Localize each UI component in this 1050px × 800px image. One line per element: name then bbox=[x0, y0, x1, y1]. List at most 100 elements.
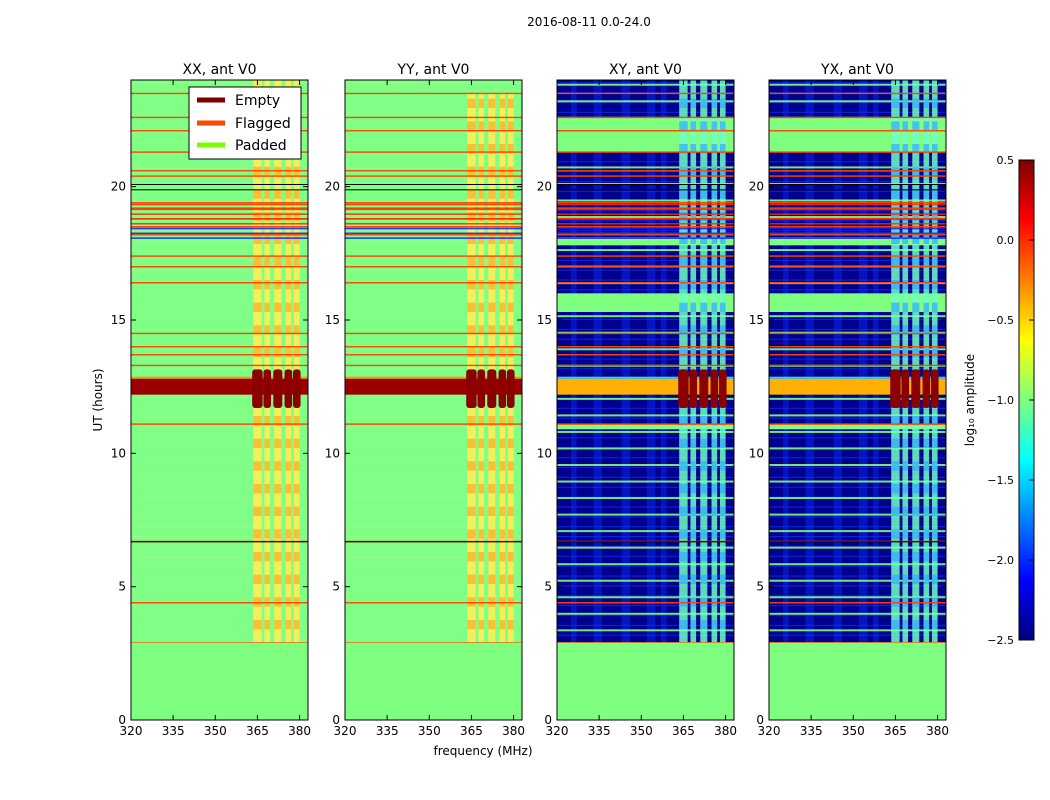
xx-rfi-cell bbox=[264, 234, 271, 244]
yy-rfi-cell bbox=[499, 416, 506, 426]
yx-x-tick-label: 335 bbox=[800, 724, 823, 738]
yx-rfi-cell bbox=[902, 98, 909, 108]
xx-rfi-cell bbox=[293, 529, 300, 539]
yy-rfi-cell bbox=[499, 212, 506, 222]
yx-rfi-cell bbox=[931, 348, 938, 358]
xx-texture-row bbox=[131, 427, 308, 429]
xy-texture-row bbox=[557, 545, 734, 548]
xx-rfi-cell bbox=[285, 506, 292, 516]
yy-dense-row bbox=[345, 232, 522, 235]
yy-rfi-cell bbox=[488, 98, 496, 108]
yx-rfi-cell bbox=[902, 257, 909, 267]
yx-flagged-row bbox=[769, 202, 946, 204]
xy-separator-row bbox=[557, 182, 734, 185]
yy-dense-row bbox=[345, 237, 522, 239]
yx-flagged-row bbox=[769, 346, 946, 348]
yy-panel-title: YY, ant V0 bbox=[397, 62, 470, 78]
yx-rfi-cell bbox=[912, 98, 920, 108]
xx-rfi-cell bbox=[274, 234, 282, 244]
xy-rfi-cell bbox=[690, 461, 697, 471]
figure-title: 2016-08-11 0.0-24.0 bbox=[527, 15, 651, 29]
xx-rfi-cell bbox=[253, 484, 262, 494]
yx-texture-row bbox=[769, 595, 946, 597]
xx-rfi-cell bbox=[253, 574, 262, 584]
xy-separator-row bbox=[557, 612, 734, 615]
colorbar-tick-label: −2.5 bbox=[987, 634, 1014, 647]
yy-rfi-cell bbox=[478, 144, 485, 154]
xx-rfi-cell bbox=[285, 529, 292, 539]
yy-rfi-cell bbox=[499, 121, 506, 131]
xy-rfi-cell bbox=[679, 189, 688, 199]
xy-rfi-cell bbox=[719, 234, 726, 244]
yy-y-tick-label: 15 bbox=[325, 313, 340, 327]
xx-empty-row bbox=[131, 541, 308, 543]
yx-faint-band bbox=[872, 80, 879, 643]
xy-rfi-cell bbox=[690, 325, 697, 335]
xx-rfi-cell bbox=[274, 325, 282, 335]
xy-texture-row bbox=[557, 111, 734, 113]
xy-texture-row bbox=[557, 279, 734, 281]
yy-strong-rfi-block bbox=[487, 369, 497, 408]
yx-x-tick-label: 320 bbox=[758, 724, 781, 738]
yx-texture-row bbox=[769, 526, 946, 528]
xy-rfi-cell bbox=[711, 348, 718, 358]
xy-flagged-row bbox=[557, 92, 734, 95]
yx-rfi-cell bbox=[902, 189, 909, 199]
x-axis-label: frequency (MHz) bbox=[433, 744, 532, 758]
xx-dense-row bbox=[131, 213, 308, 215]
xy-separator-row bbox=[557, 629, 734, 632]
yy-texture-row bbox=[345, 289, 522, 291]
xx-rfi-cell bbox=[253, 189, 262, 199]
yx-rfi-cell bbox=[891, 461, 900, 471]
yy-texture-row bbox=[345, 624, 522, 626]
xx-rfi-cell bbox=[293, 302, 300, 312]
yy-rfi-cell bbox=[467, 597, 476, 607]
yy-rfi-cell bbox=[499, 348, 506, 358]
xx-rfi-cell bbox=[274, 438, 282, 448]
colorbar-tick-label: −1.5 bbox=[987, 474, 1014, 487]
yy-texture-row bbox=[345, 358, 522, 360]
yx-rfi-cell bbox=[912, 325, 920, 335]
yx-rfi-cell bbox=[923, 302, 930, 312]
yy-rfi-cell bbox=[467, 506, 476, 516]
xy-faint-band bbox=[621, 80, 631, 643]
yy-rfi-cell bbox=[488, 234, 496, 244]
xy-separator-row bbox=[557, 513, 734, 516]
yx-separator-row bbox=[769, 530, 946, 533]
yy-rfi-cell bbox=[478, 620, 485, 630]
xx-rfi-cell bbox=[264, 484, 271, 494]
xy-separator-row bbox=[557, 596, 734, 599]
xx-rfi-cell bbox=[253, 597, 262, 607]
yy-x-tick-label: 320 bbox=[334, 724, 357, 738]
yx-rfi-cell bbox=[931, 98, 938, 108]
xx-dense-row bbox=[131, 203, 308, 206]
yy-rfi-cell bbox=[467, 144, 476, 154]
xy-separator-row bbox=[557, 397, 734, 400]
yy-flagged-row bbox=[345, 175, 522, 177]
xy-flagged-row bbox=[557, 602, 734, 604]
yx-rfi-cell bbox=[902, 574, 909, 584]
yx-rfi-cell bbox=[902, 438, 909, 448]
xy-flagged-row bbox=[557, 175, 734, 177]
yy-flagged-row bbox=[345, 92, 522, 95]
yx-texture-row bbox=[769, 417, 946, 419]
xy-texture-row bbox=[557, 614, 734, 617]
yx-rfi-cell bbox=[891, 189, 900, 199]
xy-texture-row bbox=[557, 565, 734, 567]
yy-rfi-cell bbox=[507, 348, 514, 358]
yx-texture-row bbox=[769, 101, 946, 104]
xy-flagged-row bbox=[557, 423, 734, 425]
yy-texture-row bbox=[345, 447, 522, 449]
panel-yx: YX, ant V0 320 335 350 365 380 0 5 10 15 20 bbox=[749, 62, 949, 738]
yx-rfi-cell bbox=[902, 144, 909, 154]
xx-texture-row bbox=[131, 200, 308, 202]
xy-flagged-row bbox=[557, 234, 734, 236]
xy-flagged-row bbox=[557, 226, 734, 228]
xx-texture-row bbox=[131, 289, 308, 291]
yx-rfi-band bbox=[902, 80, 909, 643]
xy-texture-row bbox=[557, 437, 734, 439]
xy-texture-row bbox=[557, 82, 734, 84]
yx-rfi-cell bbox=[923, 121, 930, 131]
yx-faint-band bbox=[805, 80, 814, 643]
yx-texture-row bbox=[769, 536, 946, 538]
